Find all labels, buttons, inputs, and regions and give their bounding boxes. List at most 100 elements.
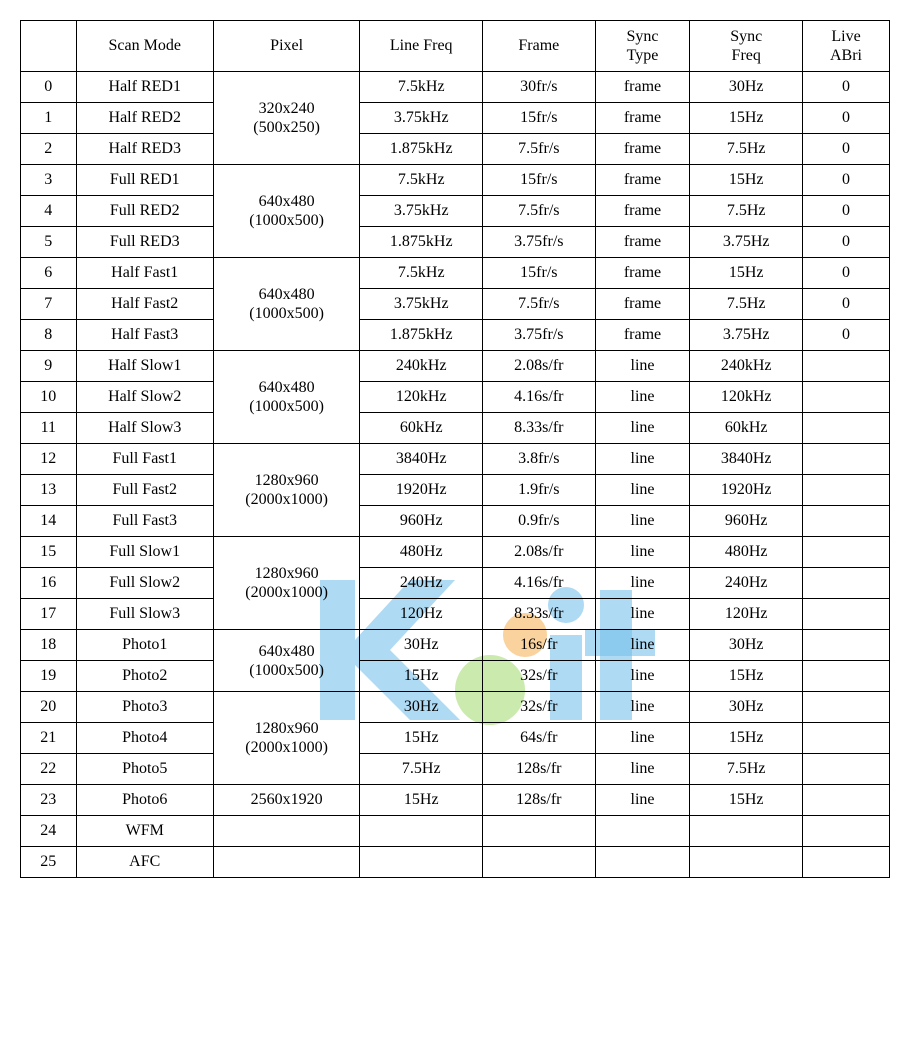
table-row: 7 Half Fast2 3.75kHz 7.5fr/s frame 7.5Hz… — [21, 289, 890, 320]
cell-abri: 0 — [803, 103, 890, 134]
cell-frame: 16s/fr — [483, 630, 596, 661]
cell-abri: 0 — [803, 72, 890, 103]
cell-scan: Photo3 — [76, 692, 213, 723]
cell-stype: line — [595, 351, 690, 382]
cell-scan: AFC — [76, 847, 213, 878]
cell-scan: Full RED3 — [76, 227, 213, 258]
cell-abri: 0 — [803, 165, 890, 196]
cell-idx: 11 — [21, 413, 77, 444]
pixel-l1: 1280x960 — [218, 471, 356, 490]
cell-idx: 22 — [21, 754, 77, 785]
cell-scan: Photo6 — [76, 785, 213, 816]
hdr-syncfreq-l2: Freq — [694, 46, 798, 65]
pixel-l1: 640x480 — [218, 285, 356, 304]
cell-pixel-group: 640x480 (1000x500) — [213, 630, 360, 692]
pixel-l1: 1280x960 — [218, 719, 356, 738]
cell-pixel-group: 640x480 (1000x500) — [213, 258, 360, 351]
cell-line: 15Hz — [360, 785, 483, 816]
cell-stype: frame — [595, 258, 690, 289]
cell-scan: Full Fast2 — [76, 475, 213, 506]
cell-sfreq: 7.5Hz — [690, 754, 803, 785]
hdr-liveabri-l1: Live — [807, 27, 885, 46]
cell-pixel-group: 320x240 (500x250) — [213, 72, 360, 165]
cell-idx: 0 — [21, 72, 77, 103]
cell-idx: 17 — [21, 599, 77, 630]
table-row: 9 Half Slow1 640x480 (1000x500) 240kHz 2… — [21, 351, 890, 382]
table-row: 20 Photo3 1280x960 (2000x1000) 30Hz 32s/… — [21, 692, 890, 723]
cell-abri — [803, 351, 890, 382]
cell-line: 240kHz — [360, 351, 483, 382]
cell-stype: line — [595, 754, 690, 785]
pixel-l1: 640x480 — [218, 192, 356, 211]
pixel-l1: 1280x960 — [218, 564, 356, 583]
cell-frame: 1.9fr/s — [483, 475, 596, 506]
cell-abri — [803, 537, 890, 568]
cell-scan: Full Slow2 — [76, 568, 213, 599]
cell-scan: WFM — [76, 816, 213, 847]
pixel-l1: 640x480 — [218, 378, 356, 397]
cell-idx: 13 — [21, 475, 77, 506]
cell-scan: Full RED2 — [76, 196, 213, 227]
cell-stype: line — [595, 382, 690, 413]
cell-line: 60kHz — [360, 413, 483, 444]
cell-pixel — [213, 847, 360, 878]
cell-idx: 20 — [21, 692, 77, 723]
cell-stype: frame — [595, 289, 690, 320]
cell-idx: 4 — [21, 196, 77, 227]
cell-line: 15Hz — [360, 661, 483, 692]
hdr-idx — [21, 21, 77, 72]
table-row: 8 Half Fast3 1.875kHz 3.75fr/s frame 3.7… — [21, 320, 890, 351]
cell-idx: 18 — [21, 630, 77, 661]
cell-sfreq: 3840Hz — [690, 444, 803, 475]
cell-sfreq: 30Hz — [690, 72, 803, 103]
cell-idx: 5 — [21, 227, 77, 258]
cell-stype: frame — [595, 320, 690, 351]
cell-abri — [803, 382, 890, 413]
cell-frame: 128s/fr — [483, 785, 596, 816]
table-row: 23 Photo6 2560x1920 15Hz 128s/fr line 15… — [21, 785, 890, 816]
pixel-l2: (1000x500) — [218, 304, 356, 323]
table-row: 16 Full Slow2 240Hz 4.16s/fr line 240Hz — [21, 568, 890, 599]
cell-line: 7.5kHz — [360, 258, 483, 289]
table-row: 14 Full Fast3 960Hz 0.9fr/s line 960Hz — [21, 506, 890, 537]
cell-sfreq: 30Hz — [690, 692, 803, 723]
cell-scan: Half Fast2 — [76, 289, 213, 320]
cell-frame: 64s/fr — [483, 723, 596, 754]
cell-scan: Full Slow1 — [76, 537, 213, 568]
pixel-l1: 640x480 — [218, 642, 356, 661]
cell-abri — [803, 506, 890, 537]
cell-abri: 0 — [803, 134, 890, 165]
cell-sfreq: 7.5Hz — [690, 289, 803, 320]
cell-frame: 3.8fr/s — [483, 444, 596, 475]
cell-abri — [803, 754, 890, 785]
cell-sfreq: 1920Hz — [690, 475, 803, 506]
cell-idx: 24 — [21, 816, 77, 847]
cell-sfreq: 3.75Hz — [690, 227, 803, 258]
cell-idx: 23 — [21, 785, 77, 816]
cell-frame: 15fr/s — [483, 165, 596, 196]
cell-line: 3.75kHz — [360, 196, 483, 227]
cell-line: 1.875kHz — [360, 320, 483, 351]
cell-line: 120Hz — [360, 599, 483, 630]
cell-frame: 4.16s/fr — [483, 382, 596, 413]
cell-stype: line — [595, 630, 690, 661]
cell-sfreq: 30Hz — [690, 630, 803, 661]
table-row: 22 Photo5 7.5Hz 128s/fr line 7.5Hz — [21, 754, 890, 785]
table-row: 13 Full Fast2 1920Hz 1.9fr/s line 1920Hz — [21, 475, 890, 506]
cell-stype: frame — [595, 165, 690, 196]
cell-line: 3840Hz — [360, 444, 483, 475]
table-row: 2 Half RED3 1.875kHz 7.5fr/s frame 7.5Hz… — [21, 134, 890, 165]
pixel-l2: (2000x1000) — [218, 583, 356, 602]
cell-abri: 0 — [803, 227, 890, 258]
table-row: 18 Photo1 640x480 (1000x500) 30Hz 16s/fr… — [21, 630, 890, 661]
cell-idx: 21 — [21, 723, 77, 754]
cell-scan: Full Slow3 — [76, 599, 213, 630]
cell-sfreq: 15Hz — [690, 103, 803, 134]
cell-sfreq: 120Hz — [690, 599, 803, 630]
cell-abri — [803, 692, 890, 723]
cell-abri — [803, 444, 890, 475]
cell-sfreq: 7.5Hz — [690, 196, 803, 227]
hdr-synctype-l1: Sync — [600, 27, 686, 46]
pixel-l1: 320x240 — [218, 99, 356, 118]
cell-line: 3.75kHz — [360, 103, 483, 134]
